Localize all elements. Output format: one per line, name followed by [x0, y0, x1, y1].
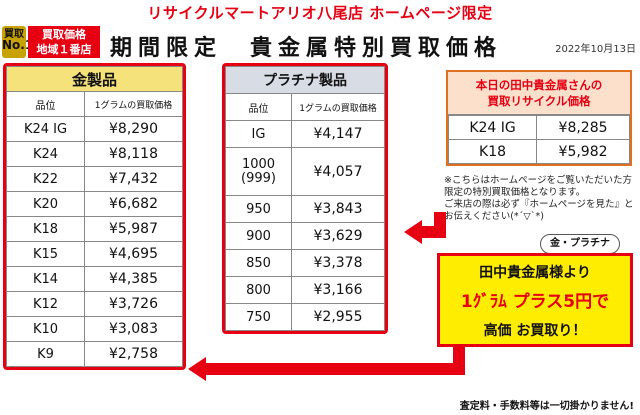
badge-line1: 買取価格	[42, 28, 86, 41]
arrow-to-platinum-head-icon	[404, 220, 422, 244]
platinum-col-grade: 品位	[225, 93, 292, 121]
promo-line2: 1ｸﾞﾗﾑ プラス5円で	[460, 292, 610, 312]
table-row: K24 ¥8,118	[6, 141, 183, 167]
badge-label: 買取価格 地域１番店	[28, 26, 100, 58]
table-row: K15 ¥4,695	[6, 241, 183, 267]
tanaka-title-line2: 買取リサイクル価格	[487, 94, 591, 108]
grade-cell: 850	[225, 249, 292, 277]
arrow-to-gold-head-icon	[188, 357, 206, 381]
store-title: リサイクルマートアリオ八尾店 ホームページ限定	[147, 4, 493, 22]
table-row: 800 ¥3,166	[225, 276, 385, 304]
grade-cell: 800	[225, 276, 292, 304]
table-row: K18 ¥5,987	[6, 216, 183, 242]
grade-cell: IG	[225, 120, 292, 148]
price-cell: ¥8,285	[536, 115, 630, 140]
price-cell: ¥3,629	[291, 222, 385, 250]
table-row: 950 ¥3,843	[225, 195, 385, 223]
table-row: K24 IG ¥8,285	[447, 115, 630, 140]
badge-line2: 地域１番店	[36, 43, 92, 56]
price-cell: ¥4,147	[291, 120, 385, 148]
date-label: 2022年10月13日	[555, 44, 636, 55]
note-line2: ご来店の際は必ず『ホームページを見た』とお伝えください(*´▽`*)	[444, 199, 634, 222]
table-row: 900 ¥3,629	[225, 222, 385, 250]
table-row: K24 IG ¥8,290	[6, 116, 183, 142]
table-row: K18 ¥5,982	[447, 139, 630, 164]
grade-cell: K12	[6, 291, 85, 317]
grade-cell: K18	[447, 139, 538, 164]
price-cell: ¥4,385	[84, 266, 183, 292]
grade-cell: K24 IG	[6, 116, 85, 142]
price-cell: ¥8,118	[84, 141, 183, 167]
gold-col-grade: 品位	[6, 91, 85, 117]
tanaka-price-box: 本日の田中貴金属さんの 買取リサイクル価格 K24 IG ¥8,285 K18 ¥5…	[446, 70, 632, 166]
gold-price-table: 金製品 品位 1グラムの買取価格 K24 IG ¥8,290 K24 ¥8,118 …	[3, 63, 186, 370]
platinum-price-table: プラチナ製品 品位 1グラムの買取価格 IG ¥4,147 1000 (999) ¥4…	[222, 63, 388, 334]
ranking-badge: 買取 No.1 買取価格 地域１番店	[2, 22, 102, 62]
promo-line3: 高価 お買取り！	[483, 323, 587, 339]
badge-rank-small: 買取	[4, 29, 24, 40]
table-row: K14 ¥4,385	[6, 266, 183, 292]
table-row: 750 ¥2,955	[225, 303, 385, 331]
arrow-to-platinum-vertical	[434, 212, 446, 238]
price-cell: ¥3,083	[84, 316, 183, 342]
table-row: K22 ¥7,432	[6, 166, 183, 192]
note-line1: ※こちらはホームページをご覧いただいた方限定の特別買取価格となります。	[444, 175, 632, 198]
price-cell: ¥5,982	[536, 139, 630, 164]
price-cell: ¥2,955	[291, 303, 385, 331]
grade-cell: 750	[225, 303, 292, 331]
arrow-to-gold-vertical	[453, 344, 465, 375]
table-row: 1000 (999) ¥4,057	[225, 147, 385, 196]
grade-cell: K24 IG	[447, 115, 538, 140]
table-row: 850 ¥3,378	[225, 249, 385, 277]
price-cell: ¥4,057	[291, 147, 385, 196]
tanaka-title-line1: 本日の田中貴金属さんの	[475, 78, 603, 92]
table-row: K12 ¥3,726	[6, 291, 183, 317]
grade-cell: K24	[6, 141, 85, 167]
grade-cell: K20	[6, 191, 85, 217]
price-cell: ¥6,682	[84, 191, 183, 217]
gold-col-price: 1グラムの買取価格	[84, 91, 183, 117]
table-row: K20 ¥6,682	[6, 191, 183, 217]
price-cell: ¥3,378	[291, 249, 385, 277]
price-cell: ¥3,843	[291, 195, 385, 223]
price-cell: ¥2,758	[84, 341, 183, 367]
promo-line1: 田中貴金属様より	[479, 265, 591, 281]
arrow-to-gold-horizontal	[205, 363, 465, 375]
grade-cell: K10	[6, 316, 85, 342]
grade-cell: K22	[6, 166, 85, 192]
platinum-col-price: 1グラムの買取価格	[291, 93, 385, 121]
price-cell: ¥3,166	[291, 276, 385, 304]
page-title: 期間限定 貴金属特別買取価格	[110, 36, 503, 61]
grade-cell: K14	[6, 266, 85, 292]
gold-platinum-pill: 金・プラチナ	[540, 234, 620, 254]
price-cell: ¥5,987	[84, 216, 183, 242]
platinum-table-title: プラチナ製品	[225, 66, 385, 94]
footer-note: 査定料・手数料等は一切掛かりません!	[459, 401, 634, 412]
no1-medal-icon: 買取 No.1	[2, 26, 34, 58]
grade-line1: 1000	[241, 156, 276, 172]
grade-cell: K15	[6, 241, 85, 267]
table-row: K9 ¥2,758	[6, 341, 183, 367]
price-cell: ¥3,726	[84, 291, 183, 317]
price-cell: ¥8,290	[84, 116, 183, 142]
table-row: K10 ¥3,083	[6, 316, 183, 342]
table-row: IG ¥4,147	[225, 120, 385, 148]
gold-table-title: 金製品	[6, 66, 183, 92]
promo-box: 田中貴金属様より 1ｸﾞﾗﾑ プラス5円で 高価 お買取り！	[437, 253, 633, 347]
grade-cell: 900	[225, 222, 292, 250]
grade-cell: K9	[6, 341, 85, 367]
price-cell: ¥4,695	[84, 241, 183, 267]
grade-cell: 1000 (999)	[225, 147, 292, 196]
price-cell: ¥7,432	[84, 166, 183, 192]
disclaimer-note: ※こちらはホームページをご覧いただいた方限定の特別買取価格となります。 ご来店の…	[444, 175, 638, 223]
grade-line2: (999)	[241, 170, 276, 186]
grade-cell: K18	[6, 216, 85, 242]
tanaka-title: 本日の田中貴金属さんの 買取リサイクル価格	[448, 72, 630, 115]
badge-rank-big: No.1	[2, 38, 34, 52]
grade-cell: 950	[225, 195, 292, 223]
